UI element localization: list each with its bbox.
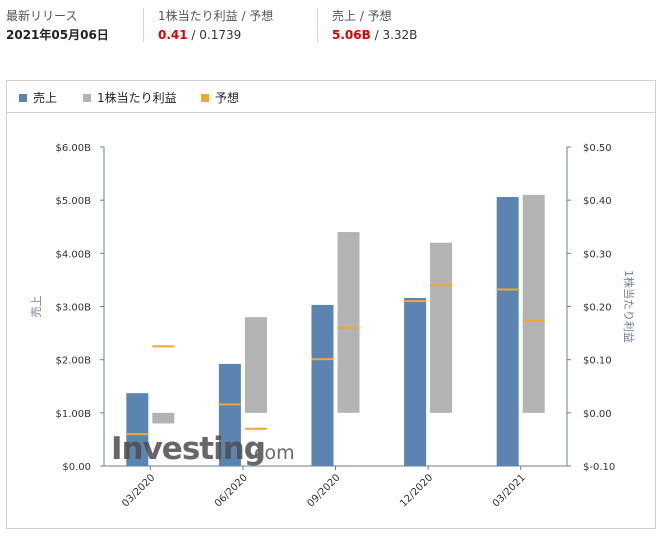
legend-swatch-eps [83, 93, 91, 102]
revenue-forecast: 3.32B [382, 28, 418, 42]
right-axis-title: 1株当たり利益 [622, 270, 636, 343]
legend-swatch-forecast [201, 93, 209, 102]
left-tick-label: $2.00B [56, 356, 92, 367]
legend-item-forecast[interactable]: 予想 [201, 89, 239, 106]
revenue-actual: 5.06B [332, 28, 371, 42]
eps-actual: 0.41 [158, 28, 188, 42]
revenue-value: 5.06B / 3.32B [332, 26, 417, 44]
left-tick-label: $3.00B [56, 303, 92, 314]
legend-swatch-revenue [19, 93, 27, 102]
legend-label-revenue: 売上 [33, 91, 58, 105]
right-tick-label: $-0.10 [583, 462, 615, 473]
eps-stat: 1株当たり利益 / 予想 0.41 / 0.1739 [158, 8, 273, 44]
left-tick-label: $6.00B [56, 143, 92, 154]
eps-separator: / [187, 28, 200, 42]
revenue-separator: / [370, 28, 383, 42]
revenue-stat: 売上 / 予想 5.06B / 3.32B [332, 8, 417, 44]
right-tick-label: $0.30 [583, 249, 612, 260]
legend-item-eps[interactable]: 1株当たり利益 [83, 89, 177, 106]
revenue-bar [496, 196, 519, 466]
x-tick-label: 12/2020 [398, 472, 435, 509]
eps-bar [244, 317, 267, 413]
revenue-bar [126, 393, 149, 466]
left-tick-label: $5.00B [56, 196, 92, 207]
divider [317, 8, 318, 42]
revenue-bar [218, 363, 241, 466]
legend-label-forecast: 予想 [215, 91, 240, 105]
legend-item-revenue[interactable]: 売上 [19, 89, 57, 106]
x-tick-label: 09/2020 [305, 472, 342, 509]
earnings-chart: $0.00 $1.00B $2.00B $3.00B $4.00B $5.00B $6.00… [30, 143, 636, 509]
eps-value: 0.41 / 0.1739 [158, 26, 273, 44]
left-tick-label: $4.00B [56, 249, 92, 260]
left-tick-label: $1.00B [56, 409, 92, 420]
eps-bar [152, 412, 175, 424]
revenue-bar [311, 304, 334, 466]
left-axis-title: 売上 [30, 296, 43, 318]
left-tick-label: $0.00 [62, 462, 91, 473]
eps-bar [337, 232, 360, 413]
right-tick-label: $0.00 [583, 409, 612, 420]
eps-label: 1株当たり利益 / 予想 [158, 9, 274, 23]
legend-label-eps: 1株当たり利益 [97, 91, 177, 105]
revenue-label: 売上 / 予想 [332, 9, 392, 23]
right-tick-label: $0.10 [583, 356, 612, 367]
right-tick-label: $0.40 [583, 196, 612, 207]
eps-forecast: 0.1739 [199, 28, 242, 42]
eps-bar [522, 194, 545, 413]
eps-bar [430, 242, 453, 413]
x-tick-label: 03/2021 [491, 472, 528, 509]
latest-release-stat: 最新リリース 2021年05月06日 [6, 8, 109, 44]
divider [143, 8, 144, 42]
investing-watermark: Investing.com [111, 431, 295, 467]
watermark-brand: Investing [111, 431, 265, 467]
x-tick-label: 06/2020 [213, 472, 250, 509]
right-tick-label: $0.20 [583, 303, 612, 314]
latest-release-value: 2021年05月06日 [6, 28, 109, 42]
chart-panel: 売上 1株当たり利益 予想 $0.00 $1.00B $2.00B $3.00B $4.… [6, 80, 656, 529]
watermark-suffix: .com [248, 442, 295, 464]
latest-release-label: 最新リリース [6, 9, 78, 23]
revenue-bar [404, 297, 427, 466]
earnings-summary: 最新リリース 2021年05月06日 1株当たり利益 / 予想 0.41 / 0… [0, 0, 663, 50]
x-tick-label: 03/2020 [120, 472, 157, 509]
chart-legend: 売上 1株当たり利益 予想 [7, 81, 655, 113]
right-tick-label: $0.50 [583, 143, 612, 154]
